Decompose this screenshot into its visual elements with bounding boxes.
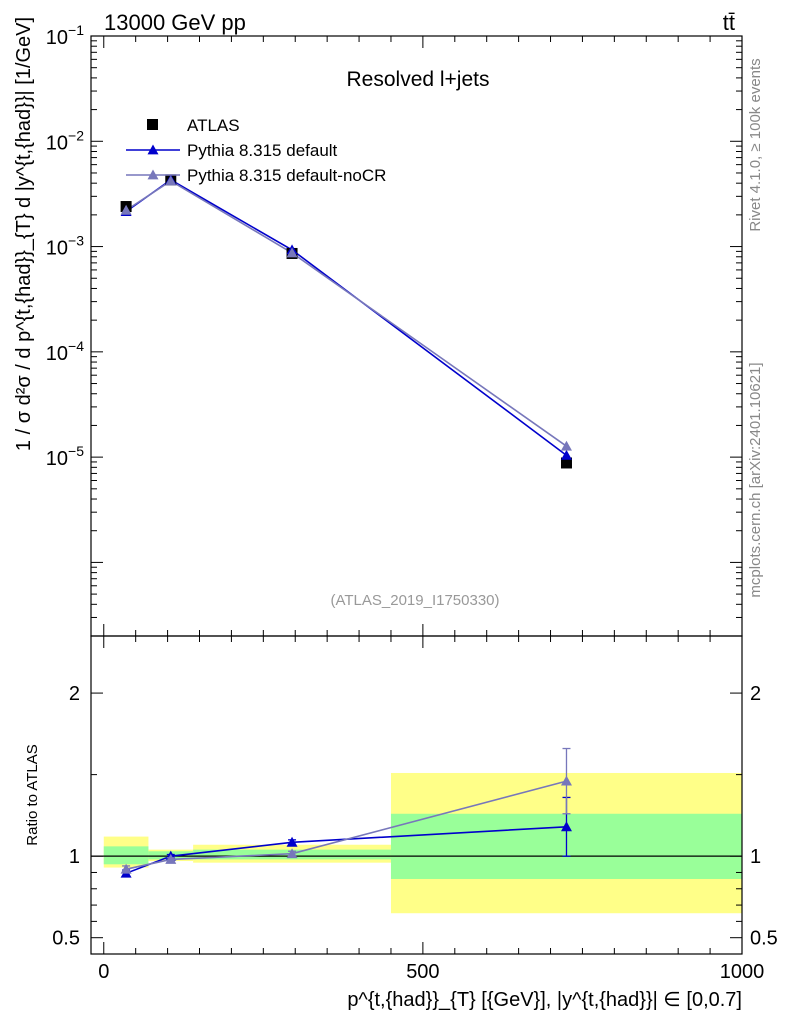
ratio-data-point: [286, 836, 298, 847]
series-line: [125, 178, 567, 456]
ratio-series-line: [125, 780, 567, 870]
ratio-data-point: [120, 863, 132, 874]
x-tick-label: 0: [98, 961, 109, 983]
rivet-version-label: Rivet 4.1.0, ≥ 100k events: [747, 58, 764, 231]
ratio-x-axis-ticks: [103, 636, 743, 954]
y-tick-label: 10−1: [46, 22, 84, 49]
main-x-axis-ticks: [103, 36, 743, 636]
y-tick-label: 10−4: [46, 338, 84, 365]
legend-marker-atlas: [147, 119, 158, 130]
analysis-id-label: (ATLAS_2019_I1750330): [330, 592, 499, 609]
ratio-y-tick-label-right: 0.5: [750, 928, 778, 950]
legend-marker-triangle: [147, 144, 159, 155]
ratio-y-tick-label-left: 0.5: [52, 928, 80, 950]
x-axis-tick-labels: 0 500 1000: [98, 961, 764, 983]
legend-marker-triangle: [147, 169, 159, 180]
main-panel: 10−1 10−2 10−3 10−4 10−5 Resolved l+jets (AT…: [13, 17, 743, 637]
mc-data-point: [560, 440, 572, 451]
ratio-panel: 0.5 0.5 1 1 2 2 0 500 1000 Ratio to ATLAS p^{t,…: [24, 635, 778, 1011]
main-series-group: [120, 174, 572, 469]
main-y-axis-tick-labels: 10−1 10−2 10−3 10−4 10−5: [46, 22, 84, 470]
main-y-axis-ticks: [91, 35, 742, 637]
ratio-plot-frame: [90, 635, 743, 955]
legend-entry-label: Pythia 8.315 default: [187, 141, 338, 160]
ratio-series-group: [120, 747, 572, 878]
x-tick-label: 1000: [720, 961, 765, 983]
ratio-data-point: [286, 848, 298, 859]
mc-data-point: [286, 247, 298, 258]
ratio-y-tick-label-right: 2: [750, 683, 761, 705]
x-tick-label: 500: [406, 961, 439, 983]
ratio-y-axis-label: Ratio to ATLAS: [24, 744, 41, 845]
ratio-y-axis-ticks: [91, 692, 742, 939]
ratio-data-point: [560, 775, 572, 786]
ratio-data-point: [165, 853, 177, 864]
y-tick-label: 10−5: [46, 443, 84, 470]
atlas-data-point: [560, 457, 572, 469]
energy-label: 13000 GeV pp: [104, 10, 246, 35]
mc-data-point: [120, 204, 132, 215]
legend-entry-label: ATLAS: [187, 116, 240, 135]
mc-data-point: [165, 175, 177, 186]
series-line: [125, 180, 567, 447]
x-axis-label: p^{t,{had}}_{T} [{GeV}], |y^{t,{had}}| ∈…: [347, 989, 742, 1011]
ratio-y-tick-label-right: 1: [750, 846, 761, 868]
main-y-axis-label: 1 / σ d²σ / d p^{t,{had}}_{T} d |y^{t,{h…: [13, 17, 35, 451]
legend: ATLAS Pythia 8.315 default Pythia 8.315 de…: [126, 116, 386, 185]
ratio-y-tick-label-left: 1: [69, 846, 80, 868]
ratio-y-axis-tick-labels: 0.5 0.5 1 1 2 2: [52, 683, 778, 950]
y-tick-label: 10−3: [46, 233, 84, 260]
inner-uncertainty-band: [103, 846, 149, 865]
legend-entry-label: Pythia 8.315 default-noCR: [187, 166, 386, 185]
mcplots-reference-label: mcplots.cern.ch [arXiv:2401.10621]: [747, 362, 764, 597]
plot-title: Resolved l+jets: [347, 68, 490, 91]
ratio-y-tick-label-left: 2: [69, 683, 80, 705]
ratio-uncertainty-bands: [103, 772, 742, 914]
process-label: tt̄: [723, 10, 735, 35]
mc-data-point: [560, 449, 572, 460]
ratio-data-point: [560, 821, 572, 832]
y-tick-label: 10−2: [46, 127, 84, 154]
